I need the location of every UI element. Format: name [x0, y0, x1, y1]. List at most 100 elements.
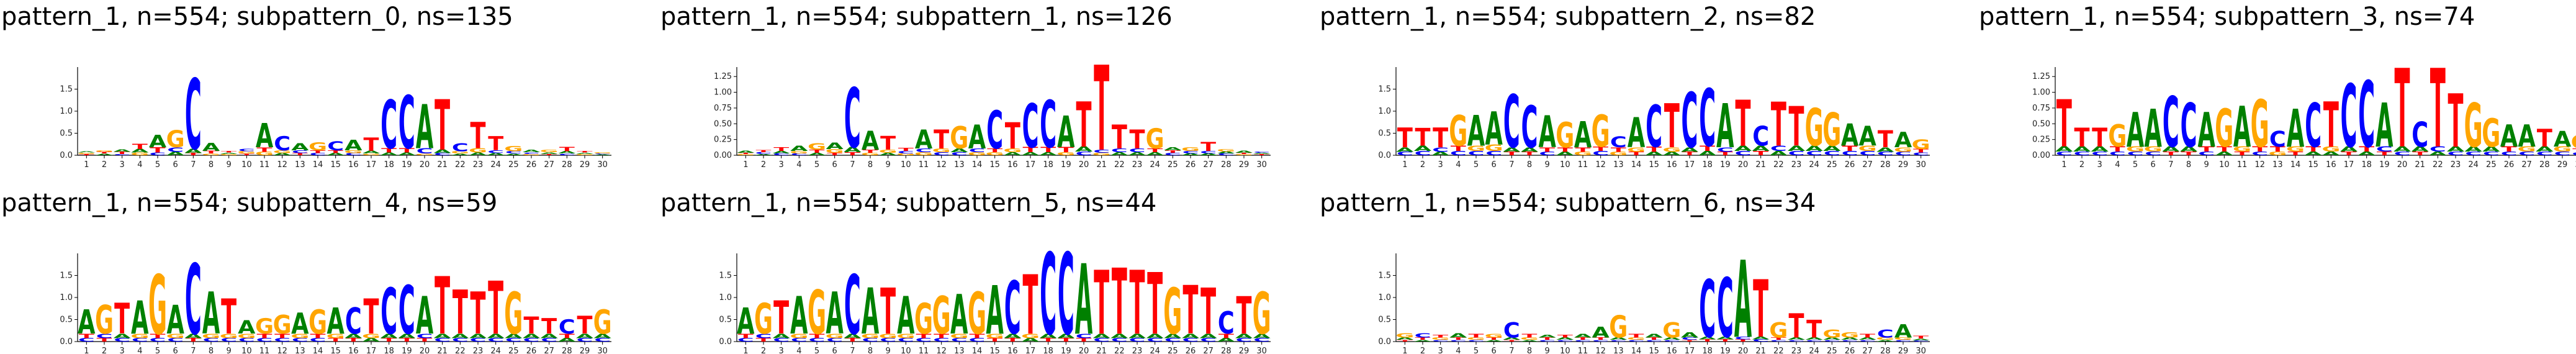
logo-letter-A: A: [1217, 337, 1235, 343]
logo-letter-C: C: [880, 337, 896, 343]
panel-title: pattern_1, n=554; subpattern_1, ns=126: [660, 2, 1173, 31]
logo-letter-C: C: [292, 150, 308, 154]
logo-letter-T: T: [773, 291, 789, 345]
logo-letter-A: A: [1788, 145, 1805, 153]
x-tick-label: 24: [1150, 347, 1160, 354]
logo-letter-C: C: [203, 337, 220, 343]
x-tick-label: 7: [850, 347, 855, 354]
logo-letter-A: A: [1414, 340, 1433, 342]
x-tick-label: 26: [2504, 160, 2515, 170]
x-tick-label: 15: [1649, 347, 1659, 354]
logo-letter-G: G: [950, 333, 968, 340]
logo-letter-C: C: [2412, 115, 2428, 155]
logo-letter-A: A: [523, 333, 541, 340]
logo-letter-A: A: [1734, 145, 1752, 153]
x-tick-label: 27: [1203, 347, 1214, 354]
logo-letter-A: A: [131, 148, 149, 154]
logo-letter-C: C: [844, 258, 861, 353]
logo-letter-A: A: [1004, 333, 1022, 340]
logo-letter-T: T: [364, 134, 379, 155]
y-tick-label: 0.5: [719, 315, 732, 325]
logo-letter-A: A: [1716, 336, 1734, 340]
x-tick-label: 27: [544, 160, 554, 170]
x-tick-label: 8: [209, 347, 214, 354]
logo-letter-G: G: [1520, 337, 1539, 341]
logo-letter-G: G: [308, 140, 327, 153]
y-tick-label: 0.0: [1378, 337, 1391, 347]
x-tick-label: 30: [597, 160, 608, 170]
x-tick-label: 3: [120, 160, 125, 170]
logo-letter-G: G: [861, 152, 880, 156]
logo-letter-A: A: [220, 152, 237, 154]
logo-letter-A: A: [1253, 153, 1270, 155]
logo-letter-A: A: [2500, 119, 2518, 154]
x-tick-label: 20: [420, 160, 430, 170]
x-tick-label: 27: [544, 347, 554, 354]
logo-letter-G: G: [2215, 99, 2233, 159]
y-tick-label: 0.5: [1378, 315, 1391, 325]
logo-letter-A: A: [1146, 333, 1164, 340]
logo-letter-T: T: [1593, 337, 1608, 341]
x-tick-label: 21: [1096, 347, 1107, 354]
logo-letter-A: A: [593, 333, 611, 340]
logo-letter-G: G: [290, 333, 309, 340]
x-tick-label: 24: [490, 160, 501, 170]
x-tick-label: 18: [384, 347, 394, 354]
logo-letter-A: A: [1057, 107, 1074, 158]
x-tick-label: 14: [972, 160, 983, 170]
logo-letter-G: G: [2571, 131, 2576, 153]
x-tick-label: 2: [761, 347, 766, 354]
x-tick-label: 22: [455, 347, 466, 354]
logo-letter-A: A: [737, 301, 755, 343]
x-tick-label: 6: [1492, 160, 1497, 170]
logo-letter-A: A: [398, 333, 416, 340]
x-tick-label: 29: [2557, 160, 2568, 170]
logo-letter-C: C: [452, 141, 469, 154]
logo-letter-A: A: [790, 145, 808, 153]
logo-letter-T: T: [292, 153, 308, 157]
logo-letter-T: T: [1539, 337, 1555, 341]
logo-letter-A: A: [558, 151, 576, 155]
x-tick-label: 27: [1203, 160, 1214, 170]
x-tick-label: 16: [1667, 347, 1677, 354]
logo-panel-0: pattern_1, n=554; subpattern_0, ns=135 0.…: [1, 2, 612, 172]
logo-letter-C: C: [809, 337, 826, 343]
logo-letter-G: G: [896, 333, 915, 340]
logo-letter-G: G: [826, 333, 844, 340]
logo-letter-C: C: [969, 337, 986, 343]
logo-letter-C: C: [1253, 337, 1270, 343]
logo-letter-A: A: [1414, 145, 1431, 153]
logo-letter-A: A: [1663, 337, 1681, 341]
logo-letter-T: T: [987, 147, 1002, 153]
logo-letter-C: C: [1503, 81, 1520, 165]
logo-letter-C: C: [594, 337, 611, 343]
logo-letter-C: C: [1485, 150, 1502, 157]
logo-letter-T: T: [1611, 147, 1627, 153]
logo-letter-A: A: [1503, 147, 1521, 153]
logo-letter-A: A: [1698, 150, 1716, 157]
logo-letter-T: T: [1112, 250, 1127, 354]
x-tick-label: 10: [1560, 160, 1570, 170]
logo-letter-C: C: [1592, 340, 1609, 342]
logo-letter-G: G: [879, 333, 898, 340]
logo-letter-C: C: [969, 147, 986, 153]
x-tick-label: 16: [1007, 347, 1018, 354]
logo-letter-G: G: [1056, 152, 1075, 157]
logo-letter-T: T: [1789, 306, 1805, 345]
x-tick-label: 19: [2379, 160, 2390, 170]
logo-letter-G: G: [1627, 337, 1646, 341]
logo-letter-T: T: [1397, 340, 1413, 342]
x-tick-label: 27: [2521, 160, 2532, 170]
x-tick-label: 7: [850, 160, 855, 170]
x-tick-label: 19: [1061, 347, 1071, 354]
x-tick-label: 14: [1631, 160, 1642, 170]
logo-letter-C: C: [2251, 150, 2268, 157]
x-tick-label: 9: [886, 160, 891, 170]
x-tick-label: 18: [1043, 160, 1053, 170]
logo-letter-G: G: [1912, 137, 1930, 153]
logo-letter-C: C: [2163, 82, 2179, 163]
logo-letter-A: A: [1449, 332, 1467, 339]
logo-letter-G: G: [1253, 281, 1271, 348]
logo-letter-G: G: [237, 151, 256, 155]
logo-letter-T: T: [2572, 147, 2576, 153]
